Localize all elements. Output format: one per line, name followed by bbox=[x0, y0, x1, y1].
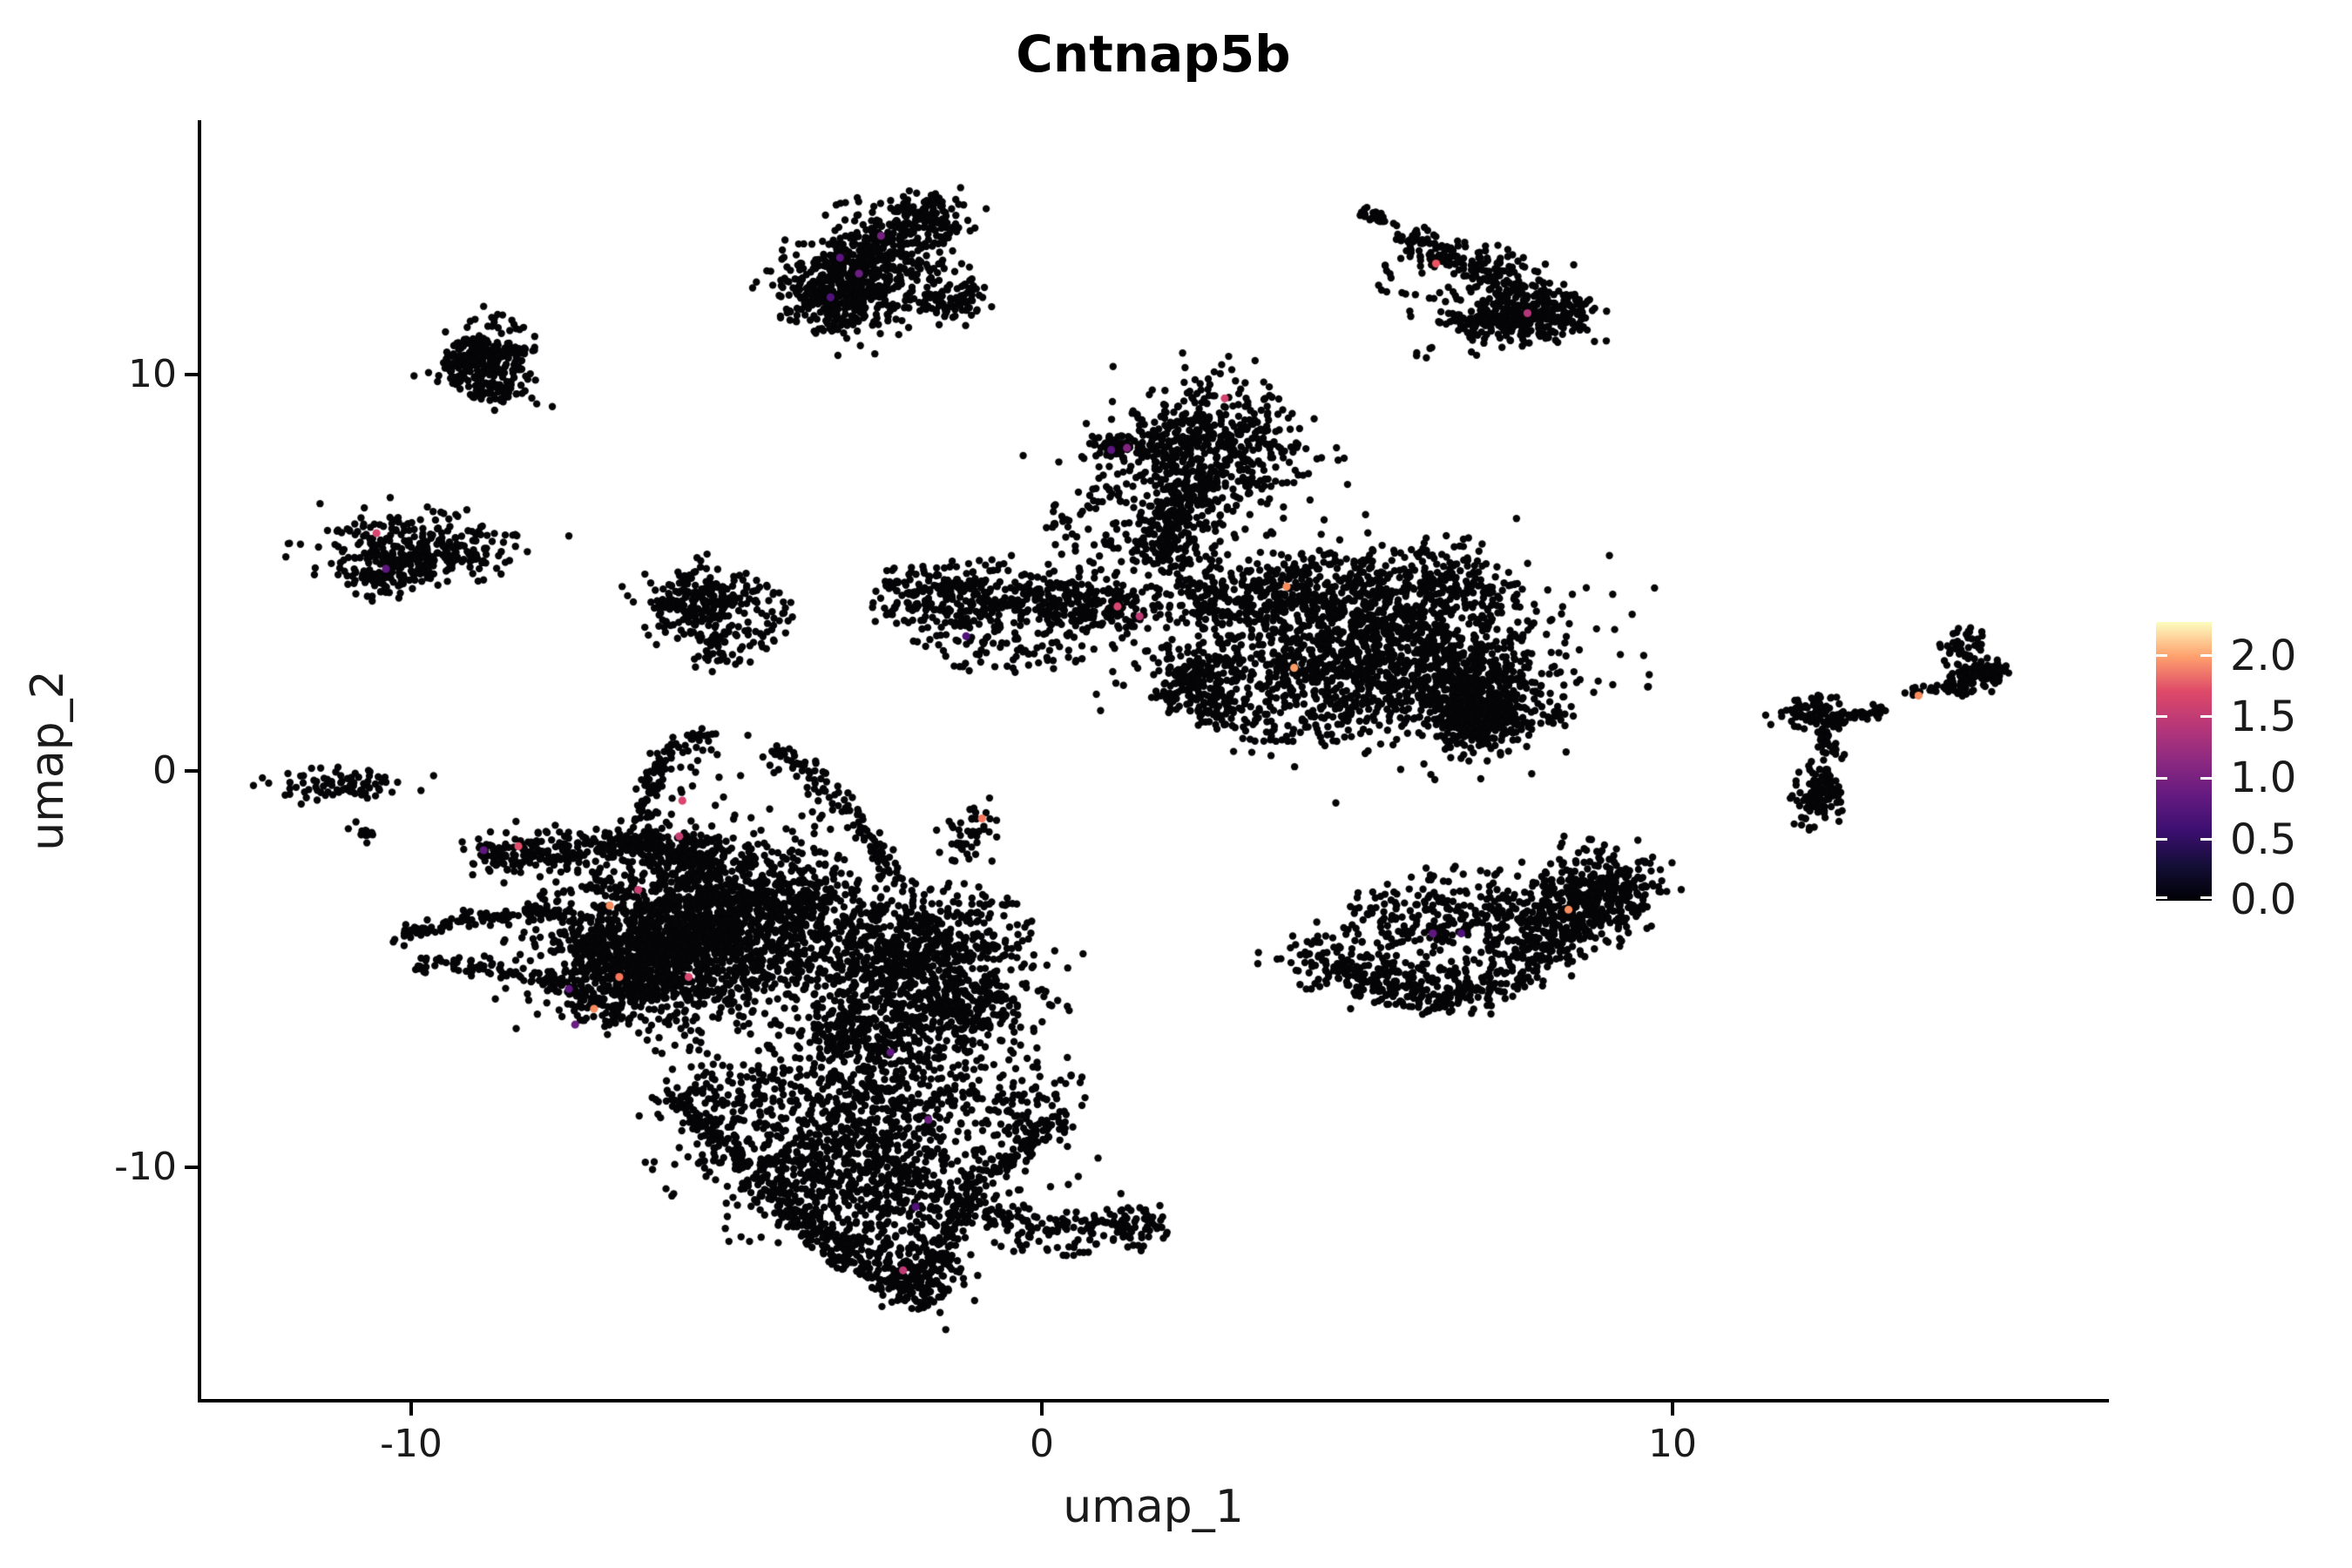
y-axis-label: umap_2 bbox=[22, 670, 74, 851]
colorbar-tick-label-0_5: 0.5 bbox=[2230, 815, 2297, 864]
colorbar-tick-label-1_0: 1.0 bbox=[2230, 754, 2297, 802]
colorbar-tick-label-1_5: 1.5 bbox=[2230, 693, 2297, 741]
x-tick-mark-10 bbox=[1671, 1402, 1674, 1416]
colorbar-tick-mark bbox=[2200, 776, 2212, 780]
y-tick-label-0: 0 bbox=[152, 748, 177, 793]
y-tick-mark-0 bbox=[185, 769, 198, 773]
x-tick-mark-neg10 bbox=[409, 1402, 413, 1416]
colorbar-tick-label-2_0: 2.0 bbox=[2230, 632, 2297, 680]
colorbar-tick-mark bbox=[2156, 838, 2167, 841]
colorbar-tick-mark bbox=[2200, 653, 2212, 657]
y-tick-label-neg10: -10 bbox=[114, 1145, 177, 1189]
y-tick-mark-neg10 bbox=[185, 1166, 198, 1169]
colorbar-tick-mark bbox=[2156, 653, 2167, 657]
bottom-axis-spine bbox=[198, 1399, 2109, 1402]
left-axis-spine bbox=[198, 120, 201, 1402]
y-tick-label-10: 10 bbox=[128, 352, 177, 396]
colorbar-tick-label-0_0: 0.0 bbox=[2230, 875, 2297, 924]
y-tick-mark-10 bbox=[185, 373, 198, 376]
x-tick-mark-0 bbox=[1040, 1402, 1044, 1416]
x-axis-label: umap_1 bbox=[1063, 1481, 1244, 1533]
colorbar-tick-mark bbox=[2200, 715, 2212, 719]
colorbar-gradient bbox=[2156, 622, 2212, 901]
colorbar-tick-mark bbox=[2156, 776, 2167, 780]
colorbar-tick-mark bbox=[2200, 838, 2212, 841]
colorbar-tick-mark bbox=[2200, 896, 2212, 899]
x-tick-label-0: 0 bbox=[1030, 1422, 1054, 1466]
x-tick-label-10: 10 bbox=[1648, 1422, 1697, 1466]
x-tick-label-neg10: -10 bbox=[380, 1422, 443, 1466]
colorbar-tick-mark bbox=[2156, 896, 2167, 899]
colorbar-tick-mark bbox=[2156, 715, 2167, 719]
